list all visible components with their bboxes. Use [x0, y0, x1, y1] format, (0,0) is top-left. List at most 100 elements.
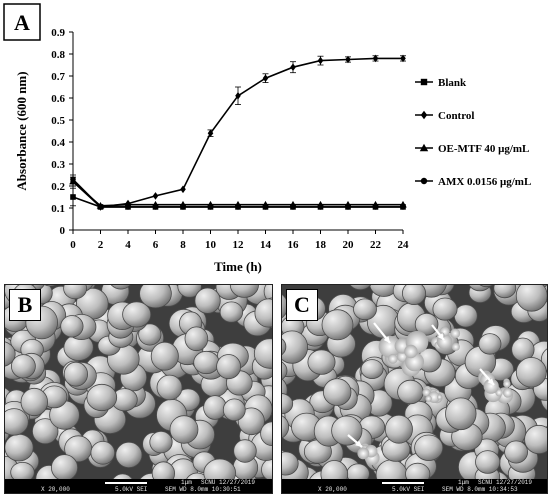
bacterial-cell [63, 285, 87, 300]
y-tick-label: 0.2 [51, 181, 65, 193]
bacterial-cell [169, 415, 199, 444]
scale-label-c: 1μm [458, 479, 469, 486]
data-point-1 [207, 129, 214, 137]
bacterial-cell [5, 341, 16, 367]
legend-label-0: Blank [438, 77, 467, 89]
bacterial-cell [493, 285, 517, 299]
x-tick-label: 4 [125, 239, 131, 251]
bacterial-cell [5, 433, 34, 462]
legend-label-2: OE-MTF 40 μg/mL [438, 143, 529, 155]
bacterial-cell [524, 424, 547, 455]
bacterial-cell [122, 301, 152, 328]
bacterial-cell [44, 285, 57, 287]
bacterial-cell [453, 304, 478, 328]
x-tick-label: 8 [180, 239, 186, 251]
panel-label-a: A [14, 10, 30, 35]
data-point-3 [125, 204, 131, 210]
bacterial-cell [307, 349, 336, 375]
bacterial-cell [186, 472, 209, 479]
cell-debris [502, 388, 513, 398]
bacterial-cell [156, 374, 183, 401]
growth-curve-chart: A00.10.20.30.40.50.60.70.80.90 2 4 6 8 10 12 14… [3, 3, 531, 274]
y-tick-label: 0.4 [51, 137, 65, 149]
bacterial-cell [150, 341, 179, 371]
sem-voltage-b: 5.0kV SEI [115, 486, 148, 493]
bacterial-cell [515, 357, 547, 388]
bacterial-cell [10, 354, 36, 379]
bacterial-cell [282, 338, 287, 356]
bacterial-cell [369, 285, 399, 297]
panel-label-c: C [286, 289, 318, 321]
bacterial-cell [139, 285, 172, 309]
sem-cells-c [282, 285, 547, 479]
x-tick-label: 16 [288, 239, 300, 251]
bacterial-cell [282, 451, 299, 476]
data-point-1 [180, 185, 186, 194]
bacterial-cell [478, 333, 502, 355]
legend-label-1: Control [438, 110, 474, 122]
y-tick-label: 0.7 [51, 71, 65, 83]
bacterial-cell [193, 350, 220, 375]
scale-bar-c [382, 482, 424, 484]
bacterial-cell [282, 393, 294, 415]
x-axis-title: Time (h) [214, 259, 262, 274]
bacterial-cell [397, 379, 424, 405]
sem-image-panel-c: C 1μm SCNU 12/27/2019 X 20,000 5.0kV SEI… [281, 284, 548, 494]
bacterial-cell [90, 441, 116, 465]
arrow-head [437, 333, 444, 340]
y-tick-label: 0.6 [51, 93, 65, 105]
scale-bar-b [105, 482, 147, 484]
sem-cells-b [5, 285, 272, 479]
bacterial-cell [177, 285, 202, 298]
y-tick-label: 0.5 [51, 115, 65, 127]
sem-magnification-b: X 20,000 [41, 486, 70, 493]
arrow-head [383, 336, 390, 343]
bacterial-cell [203, 395, 227, 420]
panel-label-b: B [9, 289, 41, 321]
data-point-3 [180, 204, 186, 210]
bacterial-cell [194, 287, 221, 314]
bacterial-cell [353, 298, 377, 321]
bacterial-cell [360, 359, 384, 379]
data-point-3 [262, 204, 269, 210]
x-tick-label: 22 [370, 239, 382, 251]
y-tick-label: 0.1 [51, 203, 65, 215]
y-tick-label: 0.3 [51, 159, 65, 171]
bacterial-cell [233, 439, 257, 463]
data-point-3 [152, 204, 159, 210]
bacterial-cell [222, 398, 246, 422]
data-point-3 [207, 204, 214, 210]
bacterial-cell [323, 378, 352, 406]
data-point-1 [372, 54, 379, 63]
bacterial-cell [63, 361, 89, 387]
data-point-1 [262, 74, 269, 82]
x-tick-label: 2 [98, 239, 104, 251]
bacterial-cell [282, 415, 290, 439]
data-point-1 [345, 55, 351, 64]
data-point-0 [70, 194, 76, 200]
x-tick-label: 20 [343, 239, 355, 251]
bacterial-cell [151, 461, 175, 479]
bacterial-cell [10, 461, 35, 479]
bacterial-cell [112, 473, 133, 479]
arrow-head [487, 378, 494, 385]
y-tick-label: 0.9 [51, 27, 65, 39]
data-point-1 [400, 54, 406, 63]
panel-label-a-box [3, 3, 41, 41]
bacterial-cell [402, 285, 426, 305]
bacterial-cell [138, 323, 162, 346]
bacterial-cell [110, 285, 131, 290]
bacterial-cell [5, 408, 29, 436]
data-point-3 [70, 176, 76, 183]
legend-label-3: AMX 0.0156 μg/mL [438, 176, 531, 188]
data-point-3 [400, 204, 406, 210]
cell-debris [425, 395, 432, 402]
legend-marker-3 [420, 177, 428, 185]
data-point-3 [345, 204, 351, 210]
data-point-1 [290, 63, 296, 71]
sem-magnification-c: X 20,000 [318, 486, 347, 493]
bacterial-cell [475, 450, 501, 474]
cell-debris [451, 342, 460, 351]
sem-date-c: SCNU 12/27/2019 [478, 479, 533, 486]
bacterial-cell [216, 354, 242, 380]
